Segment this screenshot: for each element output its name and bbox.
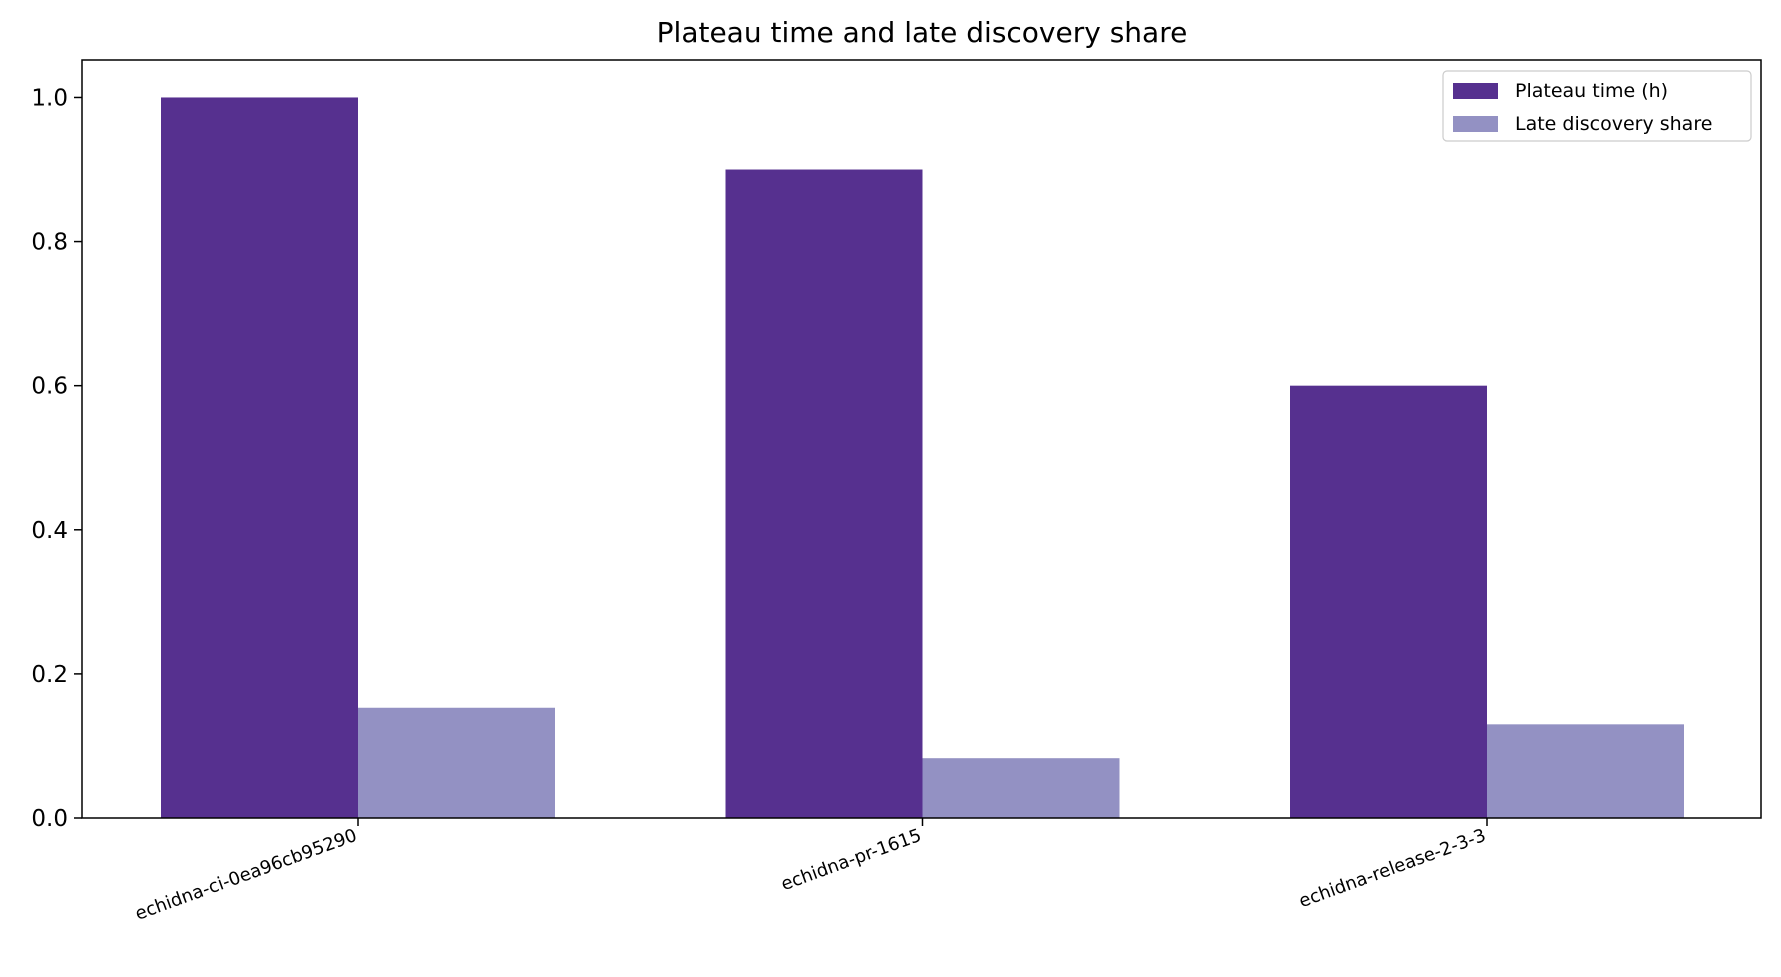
axes-frame — [81, 59, 1762, 819]
bar — [1290, 385, 1487, 818]
x-tick-label: echidna-ci-0ea96cb95290 — [132, 825, 359, 925]
chart-title: Plateau time and late discovery share — [657, 16, 1188, 49]
legend — [1442, 70, 1752, 142]
legend-label: Plateau time (h) — [1515, 80, 1668, 102]
bar — [725, 169, 923, 818]
bar — [1487, 724, 1684, 818]
bar — [358, 707, 555, 818]
legend-swatch — [1453, 116, 1498, 132]
y-tick-label: 0.2 — [31, 662, 68, 688]
legend-swatch — [1453, 83, 1498, 99]
y-tick-label: 0.0 — [31, 806, 68, 832]
legend-label: Late discovery share — [1515, 113, 1712, 135]
x-tick-label: echidna-pr-1615 — [778, 825, 924, 895]
y-tick-label: 0.6 — [31, 374, 68, 400]
y-tick-label: 0.4 — [31, 518, 68, 544]
y-tick-label: 1.0 — [31, 85, 68, 111]
bar — [161, 97, 358, 819]
bar — [922, 758, 1120, 818]
x-tick-label: echidna-release-2-3-3 — [1296, 825, 1489, 912]
y-tick-label: 0.8 — [31, 230, 68, 256]
